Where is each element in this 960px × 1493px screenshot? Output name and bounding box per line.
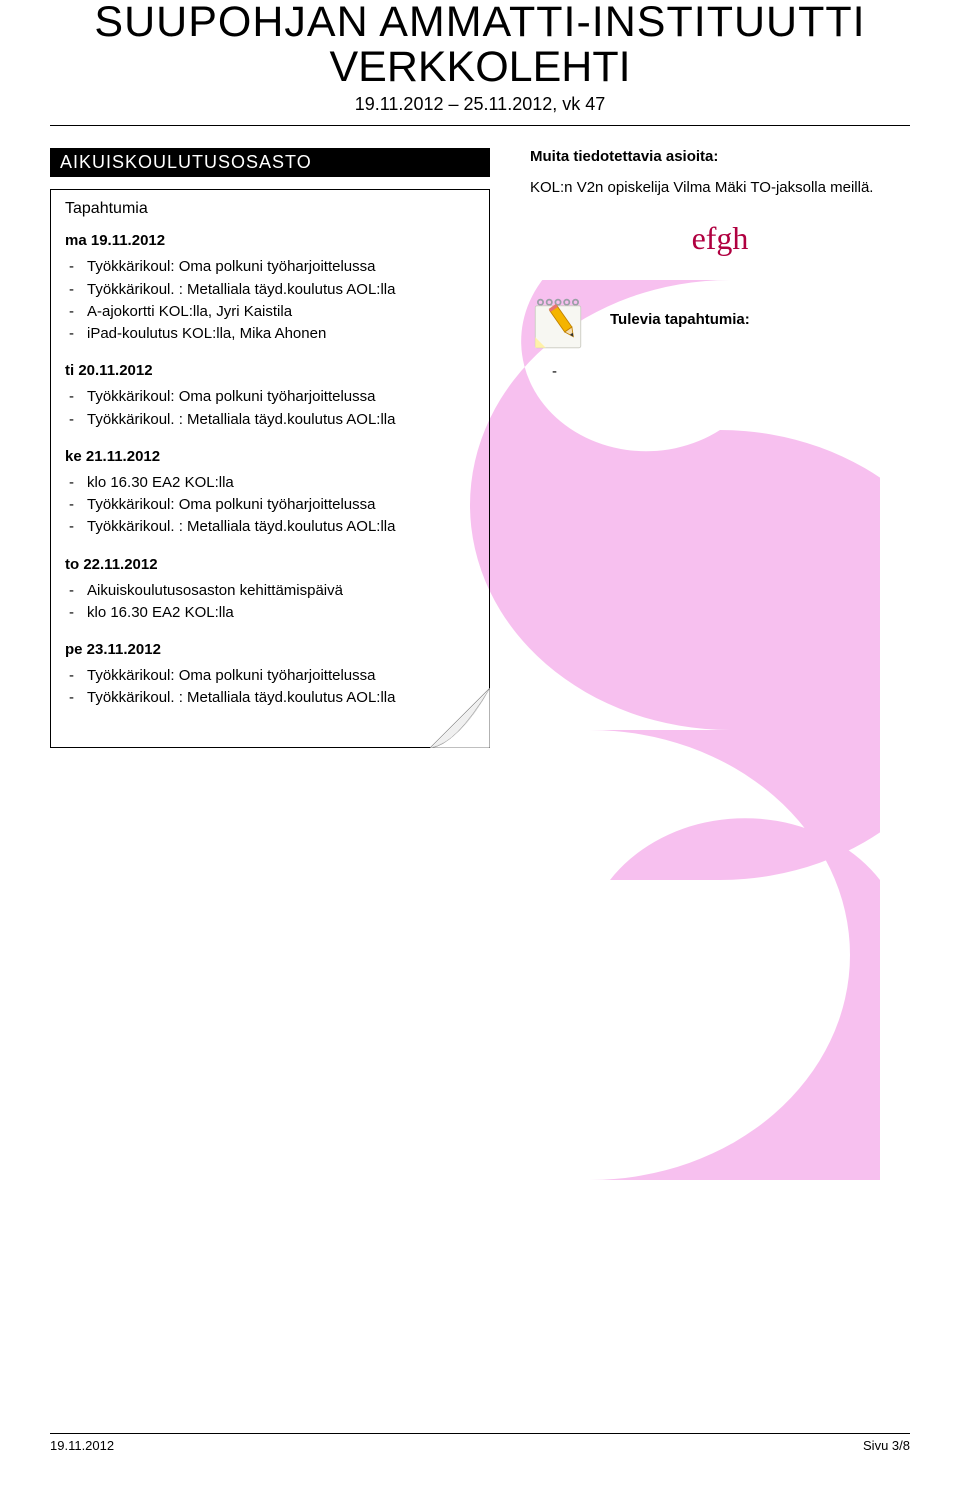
event-item: iPad-koulutus KOL:lla, Mika Ahonen: [87, 324, 475, 344]
upcoming-title: Tulevia tapahtumia:: [610, 297, 750, 328]
event-list: klo 16.30 EA2 KOL:llaTyökkärikoul: Oma p…: [65, 473, 475, 538]
event-item: Työkkärikoul. : Metalliala täyd.koulutus…: [87, 280, 475, 300]
day-heading: ma 19.11.2012: [65, 232, 475, 249]
event-item: klo 16.30 EA2 KOL:lla: [87, 603, 475, 623]
event-item: Työkkärikoul. : Metalliala täyd.koulutus…: [87, 410, 475, 430]
event-item: A-ajokortti KOL:lla, Jyri Kaistila: [87, 302, 475, 322]
footer-right: Sivu 3/8: [863, 1438, 910, 1453]
site-title-line1: SUUPOHJAN AMMATTI-INSTITUUTTI: [50, 0, 910, 45]
day-block: ti 20.11.2012 Työkkärikoul: Oma polkuni t…: [65, 362, 475, 430]
day-heading: ke 21.11.2012: [65, 448, 475, 465]
event-item: Työkkärikoul: Oma polkuni työharjoittelu…: [87, 666, 475, 686]
day-heading: to 22.11.2012: [65, 556, 475, 573]
event-list: Aikuiskoulutusosaston kehittämispäiväklo…: [65, 581, 475, 624]
event-item: Työkkärikoul. : Metalliala täyd.koulutus…: [87, 688, 475, 708]
event-list: Työkkärikoul: Oma polkuni työharjoittelu…: [65, 257, 475, 344]
event-item: Työkkärikoul. : Metalliala täyd.koulutus…: [87, 517, 475, 537]
day-block: ke 21.11.2012klo 16.30 EA2 KOL:llaTyökkä…: [65, 448, 475, 538]
flourish-ornament: efgh: [530, 220, 910, 257]
event-item: Työkkärikoul: Oma polkuni työharjoittelu…: [87, 495, 475, 515]
events-box: Tapahtumia ma 19.11.2012 Työkkärikoul: Om…: [50, 189, 490, 747]
section-band: AIKUISKOULUTUSOSASTO: [50, 148, 490, 177]
footer-left: 19.11.2012: [50, 1438, 114, 1453]
event-item: Aikuiskoulutusosaston kehittämispäivä: [87, 581, 475, 601]
event-item: klo 16.30 EA2 KOL:lla: [87, 473, 475, 493]
masthead: SUUPOHJAN AMMATTI-INSTITUUTTI VERKKOLEHT…: [50, 0, 910, 126]
day-heading: pe 23.11.2012: [65, 641, 475, 658]
dateline: 19.11.2012 – 25.11.2012, vk 47: [50, 94, 910, 115]
site-title-line2: VERKKOLEHTI: [50, 45, 910, 90]
footer: 19.11.2012 Sivu 3/8: [50, 1433, 910, 1453]
day-block: ma 19.11.2012 Työkkärikoul: Oma polkuni t…: [65, 232, 475, 344]
day-heading: ti 20.11.2012: [65, 362, 475, 379]
upcoming-block: Tulevia tapahtumia:: [530, 297, 910, 353]
event-list: Työkkärikoul: Oma polkuni työharjoittelu…: [65, 666, 475, 709]
event-list: Työkkärikoul: Oma polkuni työharjoittelu…: [65, 387, 475, 430]
other-info-body: KOL:n V2n opiskelija Vilma Mäki TO-jakso…: [530, 179, 910, 196]
events-title: Tapahtumia: [65, 200, 475, 218]
notepad-pencil-icon: [530, 297, 586, 353]
page-curl-icon: [430, 688, 490, 748]
day-block: to 22.11.2012 Aikuiskoulutusosaston kehit…: [65, 556, 475, 624]
upcoming-empty-item: -: [530, 363, 910, 380]
event-item: Työkkärikoul: Oma polkuni työharjoittelu…: [87, 257, 475, 277]
day-block: pe 23.11.2012 Työkkärikoul: Oma polkuni t…: [65, 641, 475, 709]
other-info-heading: Muita tiedotettavia asioita:: [530, 148, 910, 165]
event-item: Työkkärikoul: Oma polkuni työharjoittelu…: [87, 387, 475, 407]
